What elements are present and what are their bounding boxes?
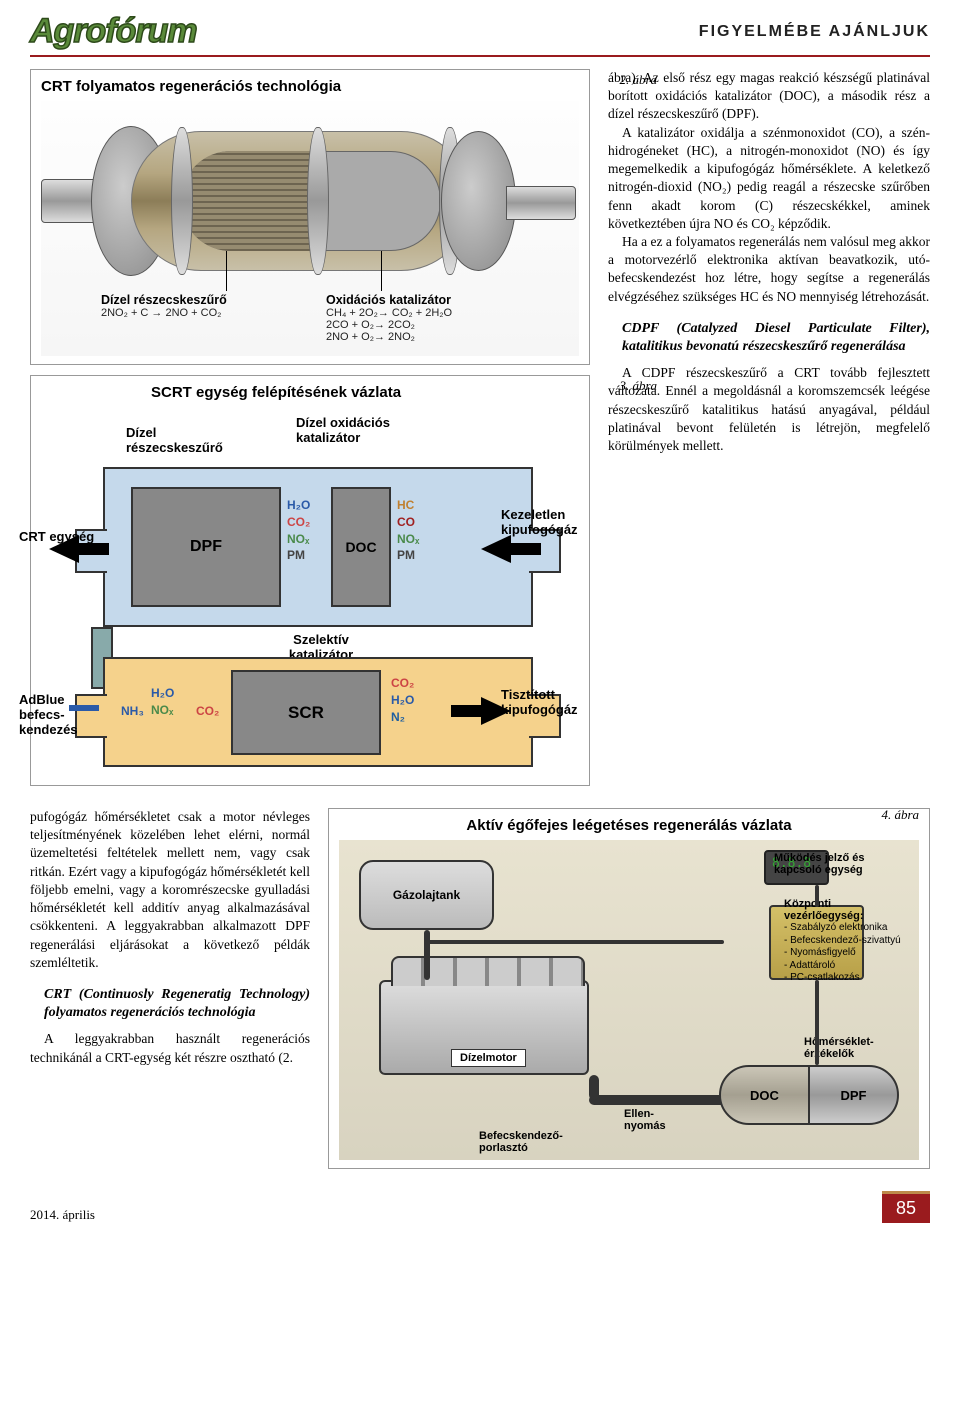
fig3-arrow-crt-in	[49, 535, 79, 563]
crt-flange-2	[307, 127, 329, 275]
fig3-adblue-arrow	[69, 705, 99, 711]
sp-nh3: NH₃	[121, 703, 144, 720]
fig4-display-label: Működés jelző és kapcsoló egység	[774, 852, 909, 876]
para-r2: A katalizátor oxidálja a szénmonoxidot (…	[608, 124, 930, 233]
fig2-doc-eq1: CH₄ + 2O₂→ CO₂ + 2H₂O	[326, 307, 452, 319]
fig4-engine: Dízelmotor	[379, 980, 589, 1075]
crt-dpf-substrate	[181, 151, 311, 251]
sp-nox-2: NOₓ	[397, 531, 419, 548]
fig4-ecu-label: Központi vezérlőegység: - Szabályzó elek…	[784, 898, 909, 985]
fig3-species-col2: HC CO NOₓ PM	[397, 497, 419, 564]
fig3-doc-box: DOC	[331, 487, 391, 607]
figure-2-label: 2. ábra	[619, 72, 657, 88]
sp-nox-3: NOₓ	[151, 702, 174, 719]
fig3-clean-gas-label: Tisztított kipufogógáz	[501, 687, 591, 717]
fig4-engine-label: Dízelmotor	[451, 1049, 526, 1067]
sp-co: CO	[397, 514, 419, 531]
fig3-raw-gas-label: Kezeletlen kipufogógáz	[501, 507, 591, 537]
crt-flange-1	[171, 127, 193, 275]
sp-nox-1: NOₓ	[287, 531, 310, 548]
para-l2: A leggyakrabban használt regenerációs te…	[30, 1030, 310, 1066]
fig4-exhaust-riser	[589, 1075, 599, 1100]
sp-h2o-3: H₂O	[391, 692, 414, 709]
fig2-doc-label: Oxidációs katalizátor CH₄ + 2O₂→ CO₂ + 2…	[326, 293, 452, 343]
footer-date: 2014. április	[30, 1207, 95, 1223]
fig2-dpf-label-text: Dízel részecskeszűrő	[101, 293, 227, 307]
fig3-species-scr-out: CO₂ H₂O N₂	[391, 675, 414, 725]
figure-3-canvas: Dízel részecskeszűrő Dízel oxidációs kat…	[41, 407, 579, 777]
figure-4-label: 4. ábra	[881, 807, 919, 823]
fig4-ecu-i3: - Adattároló	[784, 960, 909, 973]
heading-crt: CRT (Continuosly Regeneratig Technology)…	[44, 986, 310, 1022]
fig3-species-scr-in: H₂O NOₓ	[151, 685, 174, 719]
para-l1: pufogógáz hőmérsékletet csak a motor név…	[30, 808, 310, 972]
page-footer: 2014. április 85	[30, 1191, 930, 1223]
figure-2-title: CRT folyamatos regenerációs technológia	[41, 78, 579, 95]
fig4-doc-segment: DOC	[721, 1067, 810, 1123]
fig3-arrow-raw	[481, 535, 511, 563]
sp-h2o-1: H₂O	[287, 497, 310, 514]
fig3-adblue-label: AdBlue befecs-kendezés	[19, 692, 99, 737]
fig4-backpressure-label: Ellen-nyomás	[624, 1108, 684, 1132]
crt-right-cap	[441, 131, 516, 271]
section-name: FIGYELMÉBE AJÁNLJUK	[699, 23, 930, 41]
figure-4-canvas: Gázolajtank Működés jelző és kapcsoló eg…	[339, 840, 919, 1160]
fig2-doc-eq2: 2CO + O₂→ 2CO₂	[326, 319, 452, 331]
heading-cdpf: CDPF (Catalyzed Diesel Particulate Filte…	[622, 320, 930, 356]
para-r3: Ha a ez a folyamatos regenerálás nem val…	[608, 233, 930, 306]
body-text-lower-left: pufogógáz hőmérsékletet csak a motor név…	[30, 808, 310, 1067]
magazine-logo: Agrofórum	[30, 12, 197, 51]
leader-line-dpf	[226, 251, 227, 291]
fig2-doc-eq3: 2NO + O₂→ 2NO₂	[326, 331, 452, 343]
fig2-doc-label-text: Oxidációs katalizátor	[326, 293, 451, 307]
figure-3-label: 3. ábra	[619, 378, 657, 394]
sp-co2-scr: CO₂	[196, 703, 219, 720]
fig4-ecu-title: Központi vezérlőegység:	[784, 898, 863, 922]
fig4-dpf-segment: DPF	[810, 1067, 897, 1123]
fig4-fuel-line-2	[424, 940, 724, 944]
sp-co2-2: CO₂	[391, 675, 414, 692]
sp-pm-2: PM	[397, 547, 419, 564]
fig3-doc-title: Dízel oxidációs katalizátor	[296, 415, 396, 445]
fig3-species-nh3: NH₃	[121, 703, 144, 720]
figure-4-title: Aktív égőfejes leégetéses regenerálás vá…	[339, 817, 919, 834]
page-header: Agrofórum FIGYELMÉBE AJÁNLJUK	[30, 12, 930, 57]
sp-n2: N₂	[391, 709, 414, 726]
figure-4: 4. ábra Aktív égőfejes leégetéses regene…	[328, 808, 930, 1169]
fig3-dpf-box: DPF	[131, 487, 281, 607]
sp-h2o-2: H₂O	[151, 685, 174, 702]
fig3-dpf-title: Dízel részecskeszűrő	[126, 425, 246, 455]
crt-outlet-pipe	[506, 186, 576, 220]
fig4-ecu-i1: - Befecskendező-szivattyú	[784, 935, 909, 948]
fig4-injector-label: Befecskendező-porlasztó	[479, 1130, 599, 1154]
fig4-signal-line	[815, 885, 819, 907]
sp-co2-1: CO₂	[287, 514, 310, 531]
fig4-fuel-line-1	[424, 930, 430, 980]
fig3-scr-box: SCR	[231, 670, 381, 755]
page-number: 85	[882, 1191, 930, 1223]
fig2-dpf-equation: 2NO₂ + C → 2NO + CO₂	[101, 307, 227, 319]
fig2-dpf-label: Dízel részecskeszűrő 2NO₂ + C → 2NO + CO…	[101, 293, 227, 319]
sp-pm-1: PM	[287, 547, 310, 564]
figure-2: 2. ábra CRT folyamatos regenerációs tech…	[30, 69, 590, 365]
body-text-right: ábra). Az első rész egy magas reakció ké…	[608, 69, 930, 796]
fig3-species-co2-scr: CO₂	[196, 703, 219, 720]
leader-line-doc	[381, 251, 382, 291]
fig4-dpf-unit: DOC DPF	[719, 1065, 899, 1125]
fig4-sensor-line	[815, 980, 819, 1065]
fig4-tank: Gázolajtank	[359, 860, 494, 930]
figure-3: 3. ábra SCRT egység felépítésének vázlat…	[30, 375, 590, 786]
figure-2-canvas: Dízel részecskeszűrő 2NO₂ + C → 2NO + CO…	[41, 101, 579, 356]
fig4-ecu-i4: - PC-csatlakozás	[784, 972, 909, 985]
figure-3-title: SCRT egység felépítésének vázlata	[151, 384, 579, 401]
sp-hc: HC	[397, 497, 419, 514]
fig3-arrow-clean	[481, 697, 511, 725]
fig4-ecu-i0: - Szabályzó elektronika	[784, 922, 909, 935]
fig3-species-col1: H₂O CO₂ NOₓ PM	[287, 497, 310, 564]
fig4-ecu-i2: - Nyomásfigyelő	[784, 947, 909, 960]
